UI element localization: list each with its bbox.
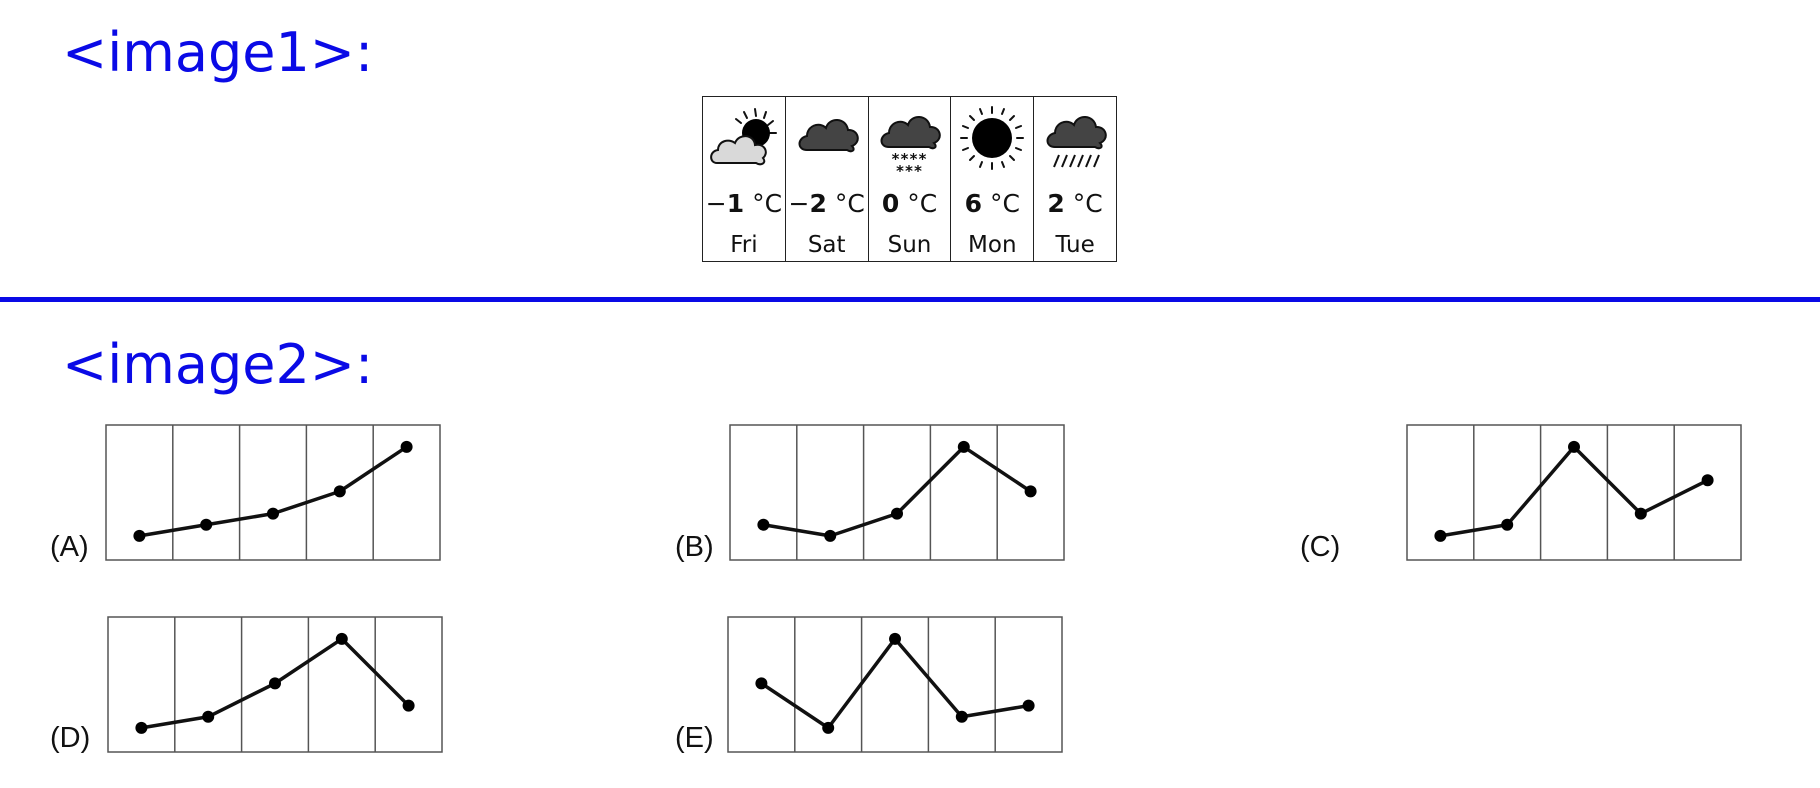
data-point — [1022, 699, 1035, 712]
data-point — [1434, 529, 1447, 542]
series-line — [763, 445, 1032, 538]
data-point — [267, 507, 279, 520]
snow-cloud-icon: **** *** — [881, 116, 942, 177]
data-point — [757, 518, 770, 531]
temperature-value: 0 °C — [881, 189, 938, 218]
option-label-b: (B) — [675, 531, 714, 563]
rain-cloud-icon — [1046, 116, 1107, 168]
series-line — [139, 445, 408, 538]
option-label-c: (C) — [1300, 531, 1341, 563]
forecast-day-fri: −1 °C Fri — [703, 97, 785, 261]
data-point — [133, 529, 146, 542]
data-point — [1024, 485, 1037, 498]
weather-forecast-table: −1 °C Fri −2 °C Sat **** *** 0 °C Sun — [702, 96, 1117, 262]
temperature-value: −2 °C — [788, 189, 865, 218]
section-title-image1: <image1>: — [62, 21, 374, 84]
data-point — [135, 721, 148, 734]
series-line — [1440, 445, 1709, 538]
data-point — [1568, 440, 1580, 453]
day-label: Sun — [887, 232, 932, 258]
chart-frame — [1406, 424, 1742, 561]
data-point — [269, 677, 281, 690]
section-divider — [0, 297, 1820, 302]
option-chart-b[interactable] — [729, 424, 1065, 561]
data-point — [822, 721, 835, 734]
sun-icon — [960, 106, 1025, 170]
chart-frame — [729, 424, 1065, 561]
data-point — [1701, 474, 1714, 487]
option-chart-a[interactable] — [105, 424, 441, 561]
temperature-value: 6 °C — [964, 189, 1020, 218]
temperature-value: 2 °C — [1047, 189, 1103, 218]
data-point — [955, 710, 968, 723]
series-line — [760, 637, 1029, 730]
data-point — [335, 632, 348, 645]
data-point — [1634, 507, 1647, 520]
data-point — [400, 440, 413, 453]
svg-text:****: **** — [891, 150, 927, 168]
option-label-a: (A) — [50, 531, 89, 563]
data-point — [1501, 518, 1514, 531]
chart-frame — [105, 424, 441, 561]
data-point — [824, 529, 837, 542]
day-label: Tue — [1055, 232, 1095, 258]
data-point — [957, 440, 970, 453]
temperature-value: −1 °C — [705, 189, 783, 218]
svg-text:***: *** — [896, 162, 923, 177]
day-label: Sat — [807, 232, 846, 258]
forecast-day-sun: **** *** 0 °C Sun — [867, 97, 951, 261]
day-label: Fri — [730, 232, 758, 258]
chart-frame — [727, 616, 1063, 753]
chart-frame — [107, 616, 443, 753]
day-label: Mon — [968, 232, 1017, 258]
cloud-icon — [798, 119, 859, 153]
data-point — [402, 699, 415, 712]
partly-cloudy-icon — [710, 108, 777, 166]
data-point — [200, 518, 213, 531]
forecast-day-mon: 6 °C Mon — [950, 97, 1033, 261]
option-chart-c[interactable] — [1406, 424, 1742, 561]
forecast-day-tue: 2 °C Tue — [1033, 97, 1116, 261]
forecast-day-sat: −2 °C Sat — [784, 97, 868, 261]
option-chart-d[interactable] — [107, 616, 443, 753]
data-point — [891, 507, 903, 520]
data-point — [333, 485, 346, 498]
option-label-d: (D) — [50, 722, 91, 754]
option-label-e: (E) — [675, 722, 714, 754]
option-chart-e[interactable] — [727, 616, 1063, 753]
section-title-image2: <image2>: — [62, 333, 374, 396]
data-point — [755, 677, 768, 690]
data-point — [889, 632, 901, 645]
data-point — [202, 710, 215, 723]
